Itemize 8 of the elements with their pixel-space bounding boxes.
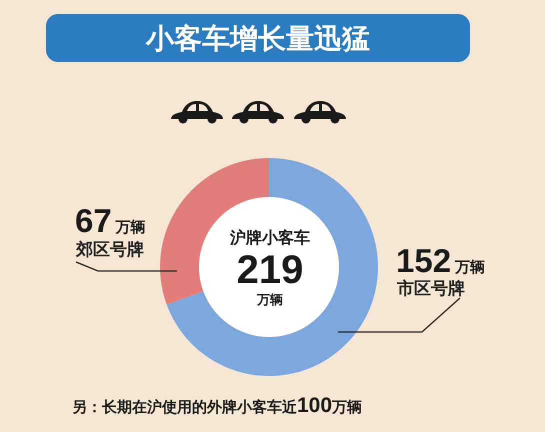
text: 另：长期在沪使用的外牌小客车近100万辆 bbox=[72, 394, 362, 417]
slice-label: 郊区号牌 bbox=[75, 240, 144, 259]
text: 219 bbox=[236, 248, 304, 292]
slice-label: 市区号牌 bbox=[396, 279, 465, 298]
text: 万辆 bbox=[256, 292, 283, 307]
chart-title: 小客车增长量迅猛 bbox=[145, 23, 370, 54]
title-banner: 小客车增长量迅猛 bbox=[46, 14, 470, 62]
text: 沪牌小客车 bbox=[229, 228, 310, 247]
